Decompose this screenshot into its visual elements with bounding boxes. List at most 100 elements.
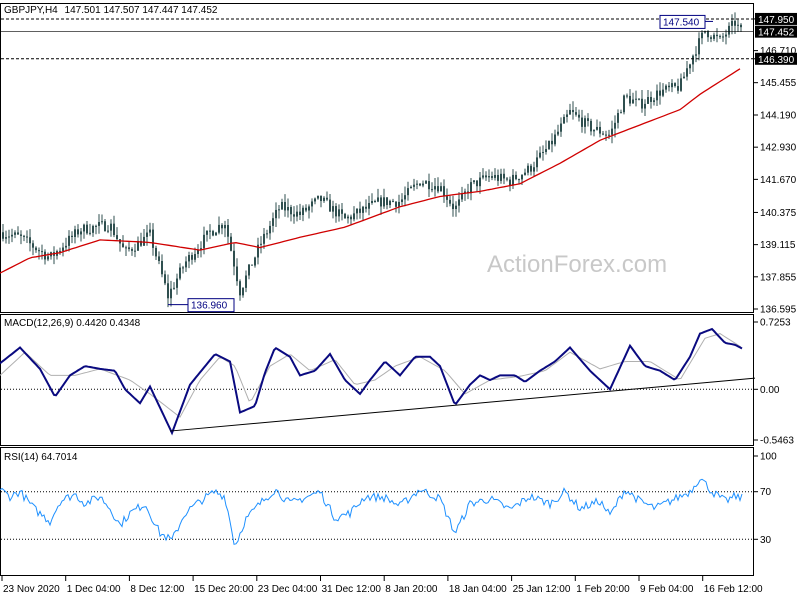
candle-body: [29, 237, 31, 244]
candle-body: [347, 216, 349, 219]
candle-body: [359, 208, 361, 213]
candle-body: [419, 183, 421, 186]
candle-body: [188, 255, 190, 262]
candle-body: [71, 235, 73, 237]
candle-body: [140, 240, 142, 246]
candle-body: [638, 98, 640, 100]
price-tick-label: 136.595: [760, 305, 797, 316]
candle-body: [266, 233, 268, 235]
candle-body: [413, 184, 415, 187]
price-tick-label: 146.710: [760, 46, 797, 57]
candle-body: [152, 229, 154, 248]
candle-body: [695, 54, 697, 56]
candle-body: [32, 243, 34, 248]
candle-body: [176, 278, 178, 288]
x-tick-label: 23 Dec 04:00: [258, 584, 318, 595]
resistance-price-tag: 147.950: [758, 15, 795, 26]
candle-body: [62, 247, 64, 251]
candle-body: [125, 247, 127, 249]
candle-body: [581, 117, 583, 127]
rsi-panel-frame: [0, 447, 754, 576]
candle-body: [593, 129, 595, 132]
price-tick-label: 140.375: [760, 208, 797, 219]
candle-body: [251, 264, 253, 266]
candle-body: [101, 221, 103, 223]
candle-body: [392, 200, 394, 202]
support-price-tag: 146.390: [758, 55, 795, 66]
candle-body: [623, 95, 625, 113]
candle-body: [671, 83, 673, 88]
macd-signal-line: [0, 333, 742, 418]
x-tick-label: 8 Dec 12:00: [130, 584, 184, 595]
candle-body: [179, 267, 181, 279]
candle-body: [575, 112, 577, 115]
candle-body: [605, 134, 607, 136]
candle-body: [632, 99, 634, 104]
candle-body: [458, 199, 460, 206]
candle-body: [554, 134, 556, 145]
x-tick-label: 16 Feb 12:00: [704, 584, 763, 595]
candle-body: [377, 197, 379, 202]
candle-body: [116, 235, 118, 240]
candle-body: [155, 247, 157, 257]
support-price-tag-bg: [755, 52, 797, 65]
candle-body: [218, 224, 220, 233]
candle-body: [647, 97, 649, 104]
candle-body: [182, 267, 184, 269]
candle-body: [692, 55, 694, 65]
candle-body: [548, 140, 550, 150]
candle-body: [674, 83, 676, 87]
candle-body: [110, 223, 112, 231]
candle-body: [233, 250, 235, 267]
x-tick-label: 25 Jan 12:00: [513, 584, 571, 595]
candle-body: [560, 123, 562, 132]
candle-body: [443, 186, 445, 197]
candle-body: [389, 200, 391, 206]
candle-body: [149, 229, 151, 233]
candle-body: [470, 182, 472, 194]
candle-body: [491, 176, 493, 178]
candle-body: [98, 222, 100, 226]
candle-body: [461, 193, 463, 200]
candle-body: [677, 86, 679, 91]
candle-body: [89, 232, 91, 234]
candle-body: [701, 32, 703, 39]
candle-body: [731, 20, 733, 26]
candle-body: [533, 167, 535, 172]
candle-body: [41, 251, 43, 253]
candle-body: [17, 232, 19, 235]
candle-body: [353, 213, 355, 220]
candle-body: [569, 109, 571, 115]
candle-body: [530, 165, 532, 172]
macd-line: [0, 327, 743, 436]
candle-body: [653, 100, 655, 102]
candle-body: [254, 257, 256, 266]
low-annotation-label: 136.960: [191, 301, 228, 312]
moving-average-line: [0, 68, 741, 274]
candle-body: [422, 183, 424, 186]
candle-body: [455, 205, 457, 210]
price-candles: [2, 12, 742, 308]
candle-body: [437, 186, 439, 192]
candle-body: [122, 243, 124, 248]
candle-body: [629, 95, 631, 104]
candle-body: [362, 206, 364, 213]
candle-body: [95, 225, 97, 227]
candle-body: [242, 287, 244, 296]
candle-body: [38, 250, 40, 252]
candle-body: [8, 236, 10, 238]
candle-body: [512, 174, 514, 186]
candle-body: [65, 245, 67, 248]
macd-title: MACD(12,26,9) 0.4420 0.4348: [4, 318, 141, 329]
candle-body: [644, 103, 646, 109]
candle-body: [539, 152, 541, 158]
price-header: GBPJPY,H4 147.501 147.507 147.447 147.45…: [4, 5, 218, 16]
candle-body: [260, 243, 262, 245]
candle-body: [275, 209, 277, 219]
candle-body: [383, 197, 385, 207]
candle-body: [662, 89, 664, 96]
symbol-label: GBPJPY,H4: [4, 5, 58, 16]
candle-body: [212, 231, 214, 236]
rsi-line: [0, 478, 743, 545]
